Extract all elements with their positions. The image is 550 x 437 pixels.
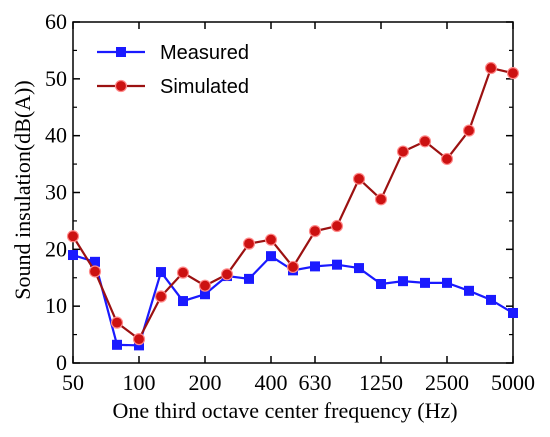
- y-tick-label: 60: [45, 9, 67, 34]
- data-point: [310, 261, 320, 272]
- data-point: [132, 333, 146, 346]
- data-point: [440, 152, 454, 166]
- legend-marker: [114, 79, 128, 93]
- data-point: [178, 296, 188, 307]
- data-point: [88, 265, 102, 278]
- series-simulated: [66, 61, 520, 346]
- data-point: [112, 339, 122, 350]
- y-tick-label: 30: [45, 180, 67, 205]
- legend-label: Measured: [160, 42, 249, 64]
- data-point: [376, 279, 386, 290]
- plot-frame: [72, 21, 514, 364]
- data-point: [90, 256, 100, 267]
- legend-entry: Measured: [97, 42, 249, 64]
- x-tick-label: 200: [189, 370, 222, 395]
- chart-legend: Measured Simulated: [97, 42, 249, 98]
- data-point: [418, 135, 432, 148]
- data-point: [264, 233, 278, 246]
- data-point: [198, 279, 212, 292]
- data-point: [66, 230, 80, 243]
- x-tick-label: 100: [123, 370, 156, 395]
- x-tick-label: 630: [299, 370, 332, 395]
- data-point: [110, 316, 124, 329]
- data-point: [442, 277, 452, 288]
- data-point: [134, 340, 144, 351]
- data-point: [508, 307, 518, 318]
- data-point: [354, 263, 364, 274]
- data-point: [420, 277, 430, 288]
- data-point: [68, 250, 78, 261]
- y-tick-label: 20: [45, 236, 67, 261]
- data-point: [464, 285, 474, 296]
- data-point: [374, 193, 388, 206]
- data-point: [154, 290, 168, 303]
- x-tick-label: 5000: [491, 370, 535, 395]
- data-point: [352, 172, 366, 185]
- y-tick-label: 10: [45, 293, 67, 318]
- chart-axes: 0 10 20 30 40 50 60 50 100 200 400 630 1250 2500 5000: [45, 9, 535, 395]
- data-point: [156, 267, 166, 278]
- data-point: [484, 61, 498, 75]
- data-point: [308, 225, 322, 238]
- x-axis-title: One third octave center frequency (Hz): [112, 398, 457, 423]
- data-point: [330, 219, 344, 233]
- y-axis-title: Sound insulation(dB(A)): [10, 80, 35, 299]
- legend-marker: [116, 47, 126, 57]
- y-tick-label: 0: [56, 350, 67, 375]
- data-point: [244, 273, 254, 284]
- x-tick-label: 400: [255, 370, 288, 395]
- x-tick-label: 50: [62, 370, 84, 395]
- legend-entry: Simulated: [97, 76, 249, 98]
- data-point: [462, 124, 476, 137]
- legend-label: Simulated: [160, 76, 249, 98]
- data-point: [242, 237, 256, 250]
- data-point: [176, 266, 190, 279]
- y-tick-label: 40: [45, 123, 67, 148]
- series-line: [72, 66, 514, 341]
- data-point: [398, 276, 408, 287]
- data-point: [506, 67, 520, 80]
- y-tick-label: 50: [45, 66, 67, 91]
- x-tick-label: 2500: [425, 370, 469, 395]
- data-point: [286, 260, 300, 274]
- x-tick-label: 1250: [359, 370, 403, 395]
- data-point: [220, 268, 234, 281]
- data-point: [332, 259, 342, 270]
- data-point: [486, 294, 496, 305]
- data-point: [266, 251, 276, 262]
- data-point: [396, 145, 410, 158]
- data-point: [200, 289, 210, 300]
- series-layer: [66, 61, 520, 351]
